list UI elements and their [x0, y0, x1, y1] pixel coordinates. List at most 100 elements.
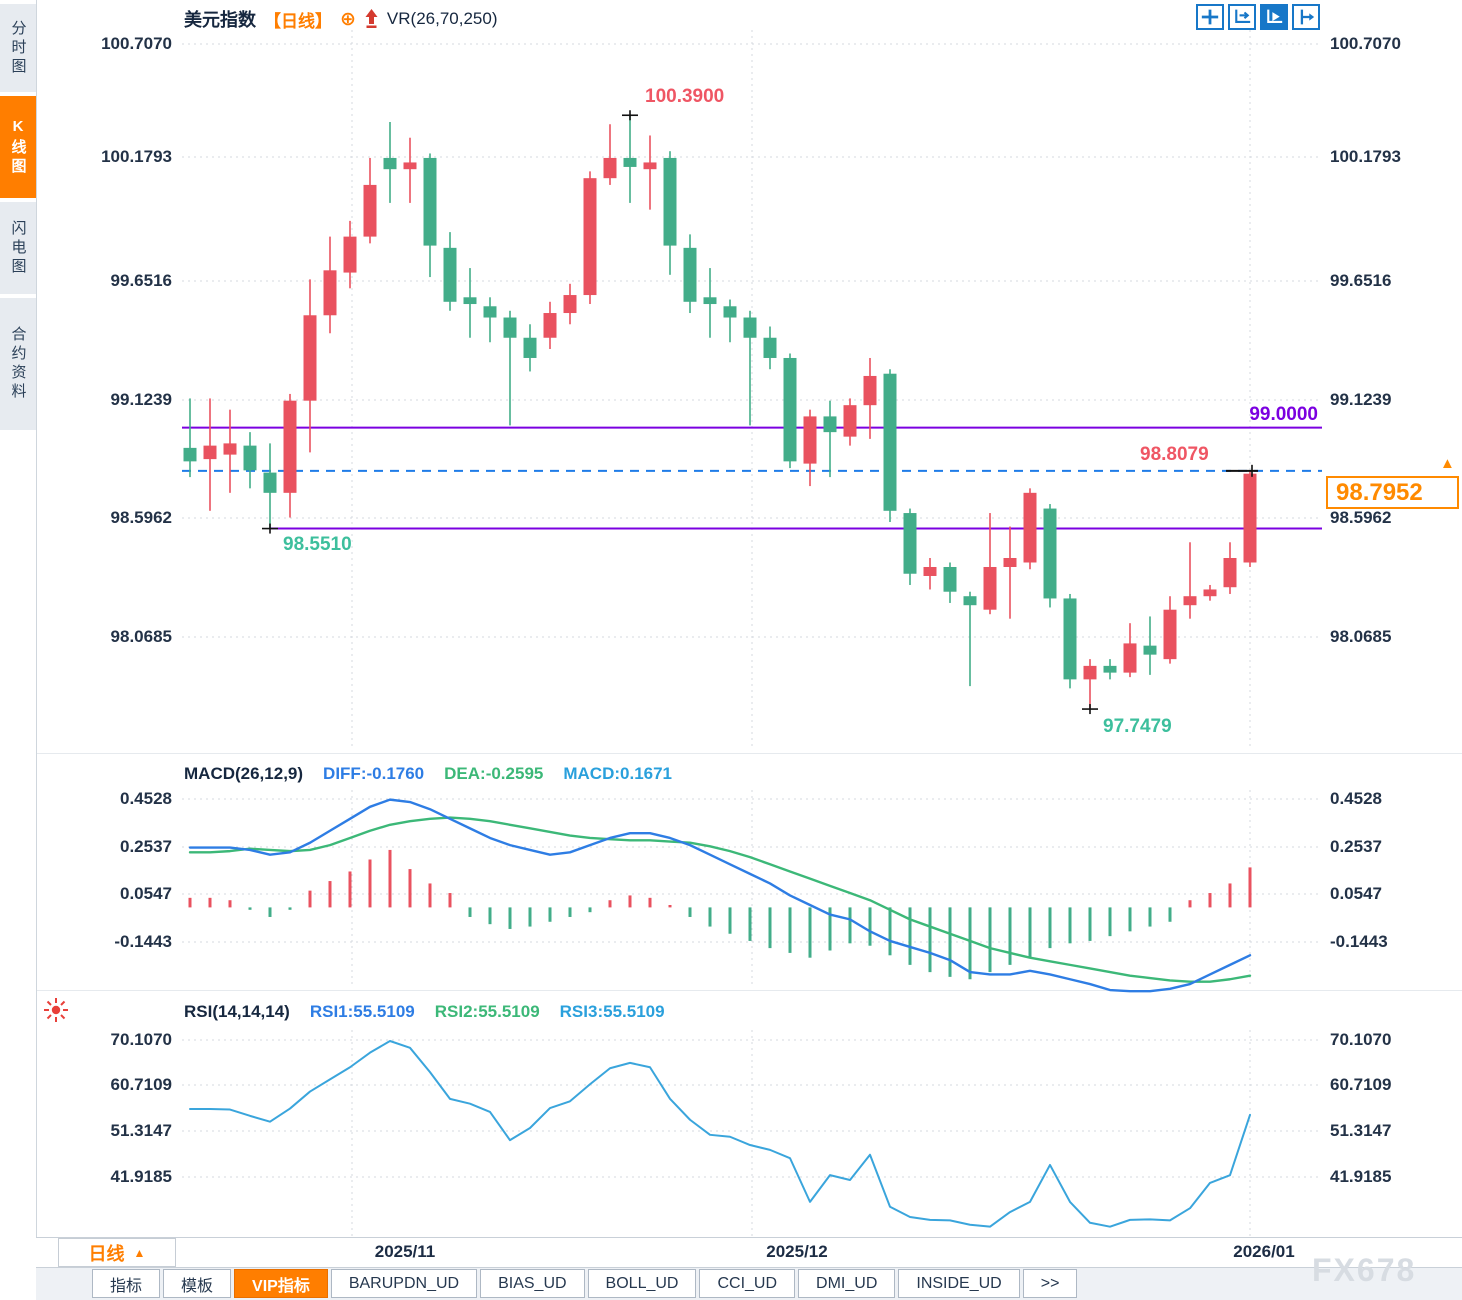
- rsi-axis-label: 51.3147: [110, 1121, 172, 1140]
- rsi-title: RSI(14,14,14): [184, 1002, 290, 1021]
- candle-body: [763, 337, 777, 358]
- candle-body: [1023, 492, 1037, 563]
- candle-body: [583, 178, 597, 296]
- last-price-box: 98.7952: [1326, 476, 1459, 509]
- candle-body: [1223, 558, 1237, 588]
- period-tag[interactable]: 【日线】: [264, 11, 332, 31]
- macd-title: MACD(26,12,9): [184, 764, 304, 783]
- candle-body: [523, 337, 537, 358]
- indicator-tab-bar: 指标 模板 VIP指标 BARUPDN_UD BIAS_UD BOLL_UD CCI_UD D…: [36, 1268, 1462, 1300]
- indicator-tab-[interactable]: 模板: [163, 1269, 232, 1298]
- candle-body: [783, 357, 797, 462]
- candle-body: [863, 375, 877, 406]
- macd-header: MACD(26,12,9) DIFF:-0.1760 DEA:-0.2595 M…: [184, 764, 672, 784]
- candle-body: [403, 162, 417, 170]
- sidebar-tab-2[interactable]: K线图: [0, 96, 36, 200]
- candle-body: [503, 317, 517, 338]
- macd-axis-label: -0.1443: [1330, 932, 1388, 951]
- crosshair-move-icon[interactable]: [1196, 4, 1224, 30]
- candle-body: [1243, 473, 1257, 563]
- candle-body: [623, 157, 637, 167]
- price-axis-label: 98.0685: [110, 627, 172, 646]
- candle-body: [263, 472, 277, 493]
- candle-body: [363, 184, 377, 237]
- rsi-axis-label: 51.3147: [1330, 1121, 1392, 1140]
- watermark: FX678: [1312, 1252, 1417, 1288]
- rsi2-value: RSI2:55.5109: [434, 1002, 540, 1021]
- candle-body: [1063, 598, 1077, 680]
- chart-header: 美元指数 【日线】 ⊕ VR(26,70,250): [184, 5, 498, 33]
- rsi-axis-label: 70.1070: [110, 1030, 172, 1049]
- indicator-tab-boll_ud[interactable]: BOLL_UD: [587, 1269, 697, 1298]
- x-axis-label: 2025/11: [374, 1242, 436, 1261]
- candle-body: [883, 373, 897, 511]
- macd-axis-label: 0.2537: [120, 837, 172, 856]
- indicator-tab-barupdn_ud[interactable]: BARUPDN_UD: [330, 1269, 478, 1298]
- rsi3-value: RSI3:55.5109: [559, 1002, 665, 1021]
- price-axis-label: 99.1239: [110, 390, 172, 409]
- auto-scale-play-icon[interactable]: [1260, 4, 1288, 30]
- candle-body: [823, 416, 837, 433]
- indicator-tab-bias_ud[interactable]: BIAS_UD: [480, 1269, 585, 1298]
- candle-body: [603, 157, 617, 179]
- rsi-axis-label: 60.7109: [110, 1075, 172, 1094]
- rsi-axis-label: 70.1070: [1330, 1030, 1392, 1049]
- sun-marker-icon[interactable]: [42, 996, 70, 1024]
- macd-axis-label: 0.0547: [1330, 884, 1382, 903]
- price-axis-label: 98.5962: [110, 508, 172, 527]
- high-annotation: 100.3900: [645, 86, 725, 108]
- macd-axis-label: 0.2537: [1330, 837, 1382, 856]
- price-axis-label: 100.1793: [101, 147, 172, 166]
- x-axis-strip: [36, 1237, 1462, 1268]
- candle-body: [1003, 558, 1017, 567]
- price-axis-label: 99.1239: [1330, 390, 1392, 409]
- candle-body: [1043, 508, 1057, 599]
- candle-body: [323, 270, 337, 316]
- rsi-axis-label: 41.9185: [110, 1167, 172, 1186]
- indicator-label: VR(26,70,250): [386, 9, 498, 28]
- candle-body: [703, 297, 717, 305]
- fit-axis-icon[interactable]: [1228, 4, 1256, 30]
- rsi-axis-label: 41.9185: [1330, 1167, 1392, 1186]
- recent-high-annotation: 98.8079: [1140, 443, 1209, 465]
- macd-axis-label: 0.4528: [1330, 789, 1382, 808]
- add-indicator-icon[interactable]: ⊕: [340, 8, 356, 30]
- price-axis-label: 100.7070: [101, 34, 172, 53]
- sidebar-tab-1[interactable]: 分时图: [0, 4, 36, 94]
- sidebar-tab-3[interactable]: 闪电图: [0, 202, 36, 296]
- shift-right-icon[interactable]: [1292, 4, 1320, 30]
- rsi1-value: RSI1:55.5109: [309, 1002, 415, 1021]
- price-up-arrow-icon: ▲: [1440, 455, 1455, 472]
- price-axis-label: 100.7070: [1330, 34, 1401, 53]
- candle-body: [423, 157, 437, 246]
- period-selector-button[interactable]: 日线 ▲: [58, 1238, 176, 1267]
- macd-diff-value: DIFF:-0.1760: [323, 764, 425, 783]
- price-axis-label: 98.0685: [1330, 627, 1392, 646]
- chart-toolbar: [1196, 4, 1320, 30]
- candle-body: [1143, 645, 1157, 655]
- chevron-up-icon: ▲: [133, 1245, 146, 1260]
- candle-body: [943, 566, 957, 592]
- swing-low-annotation: 98.5510: [283, 533, 352, 555]
- indicator-tab-dmi_ud[interactable]: DMI_UD: [798, 1269, 896, 1298]
- indicator-tab->>[interactable]: >>: [1022, 1269, 1078, 1298]
- indicator-tab-[interactable]: 指标: [92, 1269, 161, 1298]
- candle-body: [923, 566, 937, 576]
- low-annotation: 97.7479: [1103, 716, 1172, 738]
- sidebar-tab-4[interactable]: 合约资料: [0, 298, 36, 432]
- candle-body: [543, 313, 557, 338]
- indicator-tab-inside_ud[interactable]: INSIDE_UD: [898, 1269, 1020, 1298]
- candle-body: [223, 443, 237, 455]
- symbol-name: 美元指数: [184, 10, 256, 30]
- indicator-tab-cci_ud[interactable]: CCI_UD: [699, 1269, 796, 1298]
- indicator-tab-vip[interactable]: VIP指标: [234, 1269, 328, 1298]
- candle-body: [1203, 589, 1217, 597]
- candle-body: [1103, 665, 1117, 673]
- last-price-value: 98.7952: [1336, 478, 1423, 506]
- candle-body: [203, 445, 217, 460]
- up-arrow-icon: [365, 9, 378, 28]
- candle-body: [983, 566, 997, 610]
- candle-body: [383, 157, 397, 170]
